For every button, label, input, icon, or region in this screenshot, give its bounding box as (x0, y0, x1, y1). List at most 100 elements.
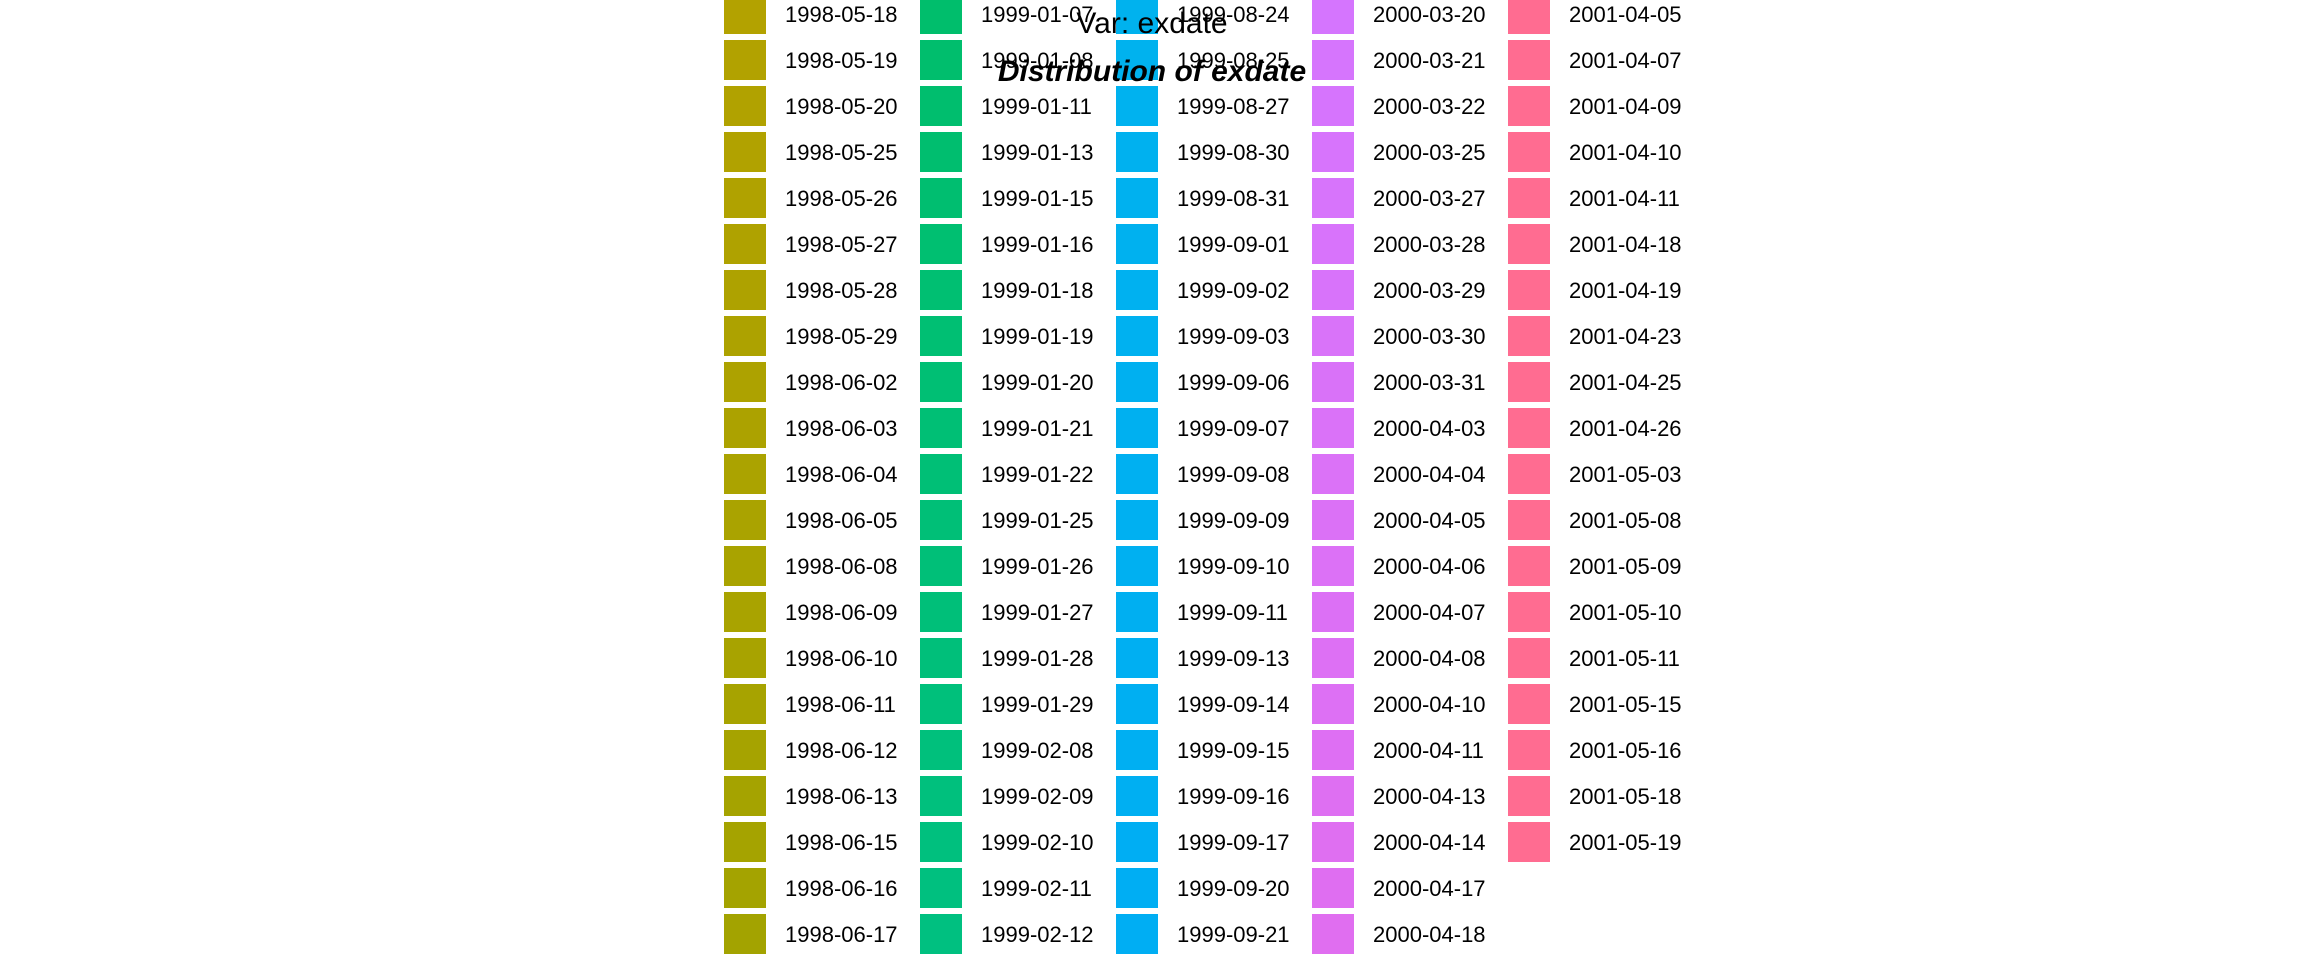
legend-key-swatch (920, 776, 962, 816)
legend-key-swatch (724, 776, 766, 816)
legend-key-swatch (1116, 362, 1158, 402)
legend-key-swatch (724, 362, 766, 402)
legend-key-label: 2000-04-03 (1373, 416, 1486, 441)
legend-key-swatch (1116, 546, 1158, 586)
legend-key-label: 1999-01-08 (981, 48, 1094, 73)
legend-key-swatch (1508, 730, 1550, 770)
legend-key-swatch (920, 178, 962, 218)
legend-key-label: 1999-09-06 (1177, 370, 1290, 395)
legend-key-swatch (1116, 0, 1158, 34)
legend-key-swatch (1312, 316, 1354, 356)
legend-key-swatch (1116, 776, 1158, 816)
legend-key-swatch (920, 546, 962, 586)
legend-key-label: 2000-03-29 (1373, 278, 1486, 303)
legend-key-label: 1998-05-25 (785, 140, 898, 165)
legend-key-swatch (724, 684, 766, 724)
legend-key-label: 1999-09-15 (1177, 738, 1290, 763)
legend-key-swatch (1508, 0, 1550, 34)
legend-key-swatch (1116, 86, 1158, 126)
legend-key-label: 2000-03-22 (1373, 94, 1486, 119)
legend-key-label: 1999-09-17 (1177, 830, 1290, 855)
legend-key-swatch (1116, 822, 1158, 862)
legend-key-swatch (1312, 776, 1354, 816)
legend-key-label: 2000-03-30 (1373, 324, 1486, 349)
legend-key-swatch (1312, 270, 1354, 310)
legend-key-label: 1998-06-03 (785, 416, 898, 441)
legend-key-swatch (1312, 730, 1354, 770)
legend-key-label: 1999-08-24 (1177, 2, 1290, 27)
legend-key-swatch (920, 500, 962, 540)
legend-key-swatch (724, 408, 766, 448)
legend-key-swatch (920, 224, 962, 264)
legend-key-label: 2000-04-05 (1373, 508, 1486, 533)
legend-key-swatch (1312, 822, 1354, 862)
legend-key-swatch (1508, 316, 1550, 356)
legend-key-swatch (1116, 408, 1158, 448)
legend-key-label: 1998-05-28 (785, 278, 898, 303)
legend-key-label: 1998-06-05 (785, 508, 898, 533)
legend-key-swatch (920, 316, 962, 356)
legend-key-swatch (1116, 684, 1158, 724)
chart-title: Distribution of exdate (998, 55, 1306, 88)
legend-key-label: 1998-05-20 (785, 94, 898, 119)
legend-key-label: 2000-03-20 (1373, 2, 1486, 27)
legend-key-swatch (1116, 224, 1158, 264)
legend-key-label: 1999-09-20 (1177, 876, 1290, 901)
legend-key-swatch (920, 0, 962, 34)
legend-key-label: 2001-05-03 (1569, 462, 1682, 487)
legend-key-swatch (1312, 454, 1354, 494)
legend-key-label: 1999-09-07 (1177, 416, 1290, 441)
legend-key-label: 2000-03-25 (1373, 140, 1486, 165)
legend-key-label: 1999-09-09 (1177, 508, 1290, 533)
legend-key-label: 1998-06-11 (785, 692, 896, 717)
legend-key-label: 2000-04-04 (1373, 462, 1486, 487)
legend-key-swatch (724, 638, 766, 678)
legend-key-label: 2001-05-10 (1569, 600, 1682, 625)
legend-key-label: 2000-04-10 (1373, 692, 1486, 717)
legend-key-swatch (1116, 500, 1158, 540)
legend-key-label: 2001-04-25 (1569, 370, 1682, 395)
legend-key-label: 2001-05-09 (1569, 554, 1682, 579)
legend-key-swatch (1116, 592, 1158, 632)
legend-key-label: 1998-06-13 (785, 784, 898, 809)
legend-key-swatch (1508, 822, 1550, 862)
legend-key-label: 1999-09-10 (1177, 554, 1290, 579)
legend-key-label: 2000-04-11 (1373, 738, 1484, 763)
legend-key-label: 1999-01-25 (981, 508, 1094, 533)
legend-key-label: 1999-09-08 (1177, 462, 1290, 487)
legend-key-swatch (1508, 224, 1550, 264)
legend-key-swatch (1508, 132, 1550, 172)
legend-key-label: 1999-02-09 (981, 784, 1094, 809)
legend-key-swatch (1312, 0, 1354, 34)
legend-key-swatch (724, 546, 766, 586)
legend-key-swatch (724, 270, 766, 310)
legend-key-swatch (920, 408, 962, 448)
legend-key-label: 2000-04-08 (1373, 646, 1486, 671)
legend-key-swatch (1312, 500, 1354, 540)
legend-key-swatch (1508, 86, 1550, 126)
legend-key-swatch (1508, 178, 1550, 218)
legend-key-label: 1999-09-14 (1177, 692, 1290, 717)
legend-key-label: 1998-05-19 (785, 48, 898, 73)
legend-key-swatch (1508, 684, 1550, 724)
legend-key-swatch (920, 730, 962, 770)
legend-key-label: 1998-05-26 (785, 186, 898, 211)
legend-key-swatch (1116, 730, 1158, 770)
legend-key-swatch (1312, 86, 1354, 126)
legend-key-label: 1999-02-12 (981, 922, 1094, 947)
legend-key-label: 2001-04-05 (1569, 2, 1682, 27)
legend-key-swatch (1508, 408, 1550, 448)
legend-key-label: 1999-01-19 (981, 324, 1094, 349)
legend-key-swatch (1312, 408, 1354, 448)
legend-key-label: 2000-04-06 (1373, 554, 1486, 579)
legend-key-swatch (724, 592, 766, 632)
legend-key-swatch (920, 684, 962, 724)
legend-key-label: 1999-01-07 (981, 2, 1094, 27)
legend-key-label: 2001-04-18 (1569, 232, 1682, 257)
legend-key-swatch (1312, 592, 1354, 632)
legend-key-label: 1999-02-11 (981, 876, 1092, 901)
legend-key-label: 1999-08-27 (1177, 94, 1290, 119)
legend-key-swatch (724, 868, 766, 908)
legend-key-swatch (1116, 178, 1158, 218)
legend: 1998-05-18 1998-05-19 1998-05-20 1998-05-25… (724, 0, 1682, 954)
